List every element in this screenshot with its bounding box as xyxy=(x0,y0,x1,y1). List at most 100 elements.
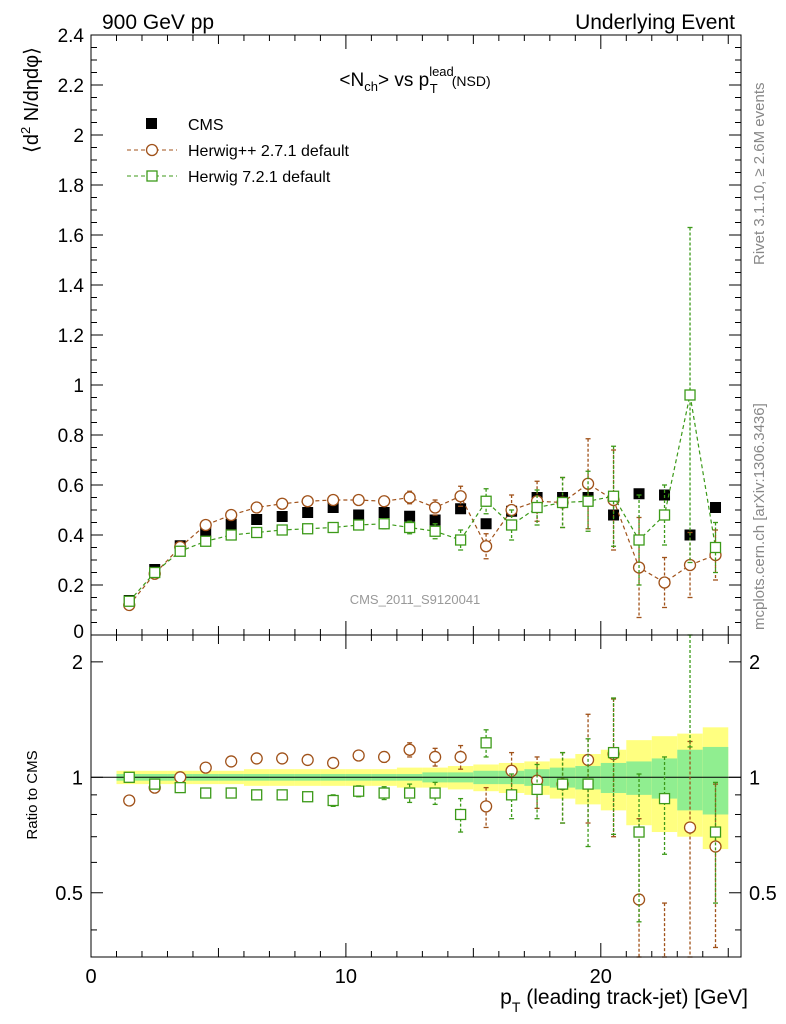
ratio-herwig-2-7-1-default-point xyxy=(174,771,187,784)
ratio-herwig-2-7-1-default-point xyxy=(276,752,289,765)
ratio-herwig-7-2-1-default-point xyxy=(174,781,186,794)
main-ytick-label: 0.6 xyxy=(58,476,84,497)
main-herwig-2-7-1-default-line xyxy=(128,483,716,606)
main-herwig-7-2-1-default-point xyxy=(352,519,365,531)
main-herwig-2-7-1-default-point xyxy=(250,501,263,514)
main-cms-point xyxy=(455,503,467,515)
main-cms-point xyxy=(302,507,314,518)
ratio-herwig-7-2-1-default-point xyxy=(480,737,492,749)
ratio-herwig-2-7-1-default-point xyxy=(123,794,136,807)
main-herwig-7-2-1-default-point xyxy=(505,519,518,531)
ratio-herwig-2-7-1-default-point xyxy=(683,821,697,834)
ratio-herwig-7-2-1-default-point xyxy=(200,787,212,799)
main-herwig-7-2-1-default-point xyxy=(556,496,569,509)
main-cms-point xyxy=(251,514,263,525)
ratio-xtick-label: 0 xyxy=(85,966,96,988)
main-herwig-7-2-1-default-point xyxy=(174,545,186,557)
ratio-herwig-7-2-1-default-point xyxy=(225,787,237,799)
main-herwig-7-2-1-default-point xyxy=(200,535,212,547)
ratio-ylabel: Ratio to CMS xyxy=(24,750,41,839)
ratio-band-stat xyxy=(677,749,703,811)
main-title: <Nch> vs plead T (NSD) xyxy=(339,64,490,96)
main-ytick-label: 0.2 xyxy=(58,576,84,597)
ratio-herwig-7-2-1-default-point xyxy=(607,746,620,759)
main-herwig-2-7-1-default-point xyxy=(199,518,212,532)
ratio-herwig-7-2-1-default-point xyxy=(429,787,441,799)
main-herwig-7-2-1-default-point xyxy=(276,524,288,536)
ratio-herwig-2-7-1-default-point xyxy=(377,750,391,764)
main-herwig-7-2-1-default-point xyxy=(531,501,543,514)
side-label-rivet: Rivet 3.1.10, ≥ 2.6M events xyxy=(751,83,768,266)
ratio-herwig-7-2-1-default-point xyxy=(505,789,518,801)
ratio-herwig-2-7-1-default-point xyxy=(709,840,722,853)
analysis-watermark: CMS_2011_S9120041 xyxy=(350,592,481,607)
main-ytick-label: 1.2 xyxy=(58,326,84,347)
main-herwig-2-7-1-default-point xyxy=(658,576,671,589)
ratio-herwig-7-2-1-default-point xyxy=(327,794,339,807)
ratio-herwig-2-7-1-default-point xyxy=(199,761,212,774)
main-cms-point xyxy=(327,502,339,513)
main-herwig-7-2-1-default-point xyxy=(378,518,390,530)
ratio-herwig-7-2-1-default-point xyxy=(123,771,135,783)
ratio-herwig-2-7-1-default-point xyxy=(403,743,416,756)
main-herwig-2-7-1-default-point xyxy=(683,558,697,572)
ratio-herwig-7-2-1-default-point xyxy=(658,792,671,805)
main-herwig-2-7-1-default-point xyxy=(454,490,467,503)
legend-label-herwigpp: Herwig++ 2.7.1 default xyxy=(188,143,350,160)
ratio-ytick-label-right: 2 xyxy=(749,652,760,674)
main-herwig-7-2-1-default-point xyxy=(403,521,416,534)
main-cms-point xyxy=(480,518,492,530)
main-cms-point xyxy=(633,488,645,500)
legend-marker-herwigpp xyxy=(145,143,159,157)
ratio-herwig-7-2-1-default-point xyxy=(556,778,569,790)
main-ytick-label: 0.4 xyxy=(58,526,85,547)
ratio-herwig-7-2-1-default-point xyxy=(378,787,390,799)
ratio-xtick-label: 20 xyxy=(590,966,612,988)
main-series-layer xyxy=(123,226,722,619)
ratio-frame xyxy=(90,634,742,958)
main-ytick-label: 1 xyxy=(73,376,84,397)
main-cms-point xyxy=(404,510,416,522)
x-axis-label: pT (leading track-jet) [GeV] xyxy=(500,986,748,1015)
main-herwig-7-2-1-default-point xyxy=(225,529,237,541)
main-herwig-7-2-1-default-point xyxy=(480,495,492,507)
ratio-herwig-2-7-1-default-point xyxy=(327,756,340,770)
main-herwig-2-7-1-default-point xyxy=(327,493,340,507)
header-right: Underlying Event xyxy=(575,11,735,34)
ratio-herwig-2-7-1-default-point xyxy=(225,755,238,768)
ratio-herwig-7-2-1-default-point xyxy=(633,826,645,838)
ratio-herwig-7-2-1-default-point xyxy=(709,826,722,838)
ratio-herwig-2-7-1-default-point xyxy=(428,750,442,764)
main-cms-point xyxy=(378,507,390,518)
ratio-herwig-7-2-1-default-point xyxy=(302,791,314,803)
ratio-ytick-label-right: 1 xyxy=(749,767,760,789)
ratio-herwig-2-7-1-default-point xyxy=(301,753,314,767)
ratio-ytick-label: 1 xyxy=(72,767,83,789)
ratio-herwig-7-2-1-default-point xyxy=(531,783,543,796)
header-left: 900 GeV pp xyxy=(102,11,214,34)
main-cms-point xyxy=(710,502,722,513)
main-herwig-7-2-1-default-point xyxy=(684,389,696,401)
legend-marker-herwig7 xyxy=(146,170,158,182)
main-herwig-2-7-1-default-point xyxy=(403,491,416,504)
ratio-ytick-label-right: 0.5 xyxy=(749,883,777,905)
main-herwig-7-2-1-default-point xyxy=(327,521,339,534)
ratio-herwig-2-7-1-default-point xyxy=(454,750,467,764)
main-herwig-2-7-1-default-point xyxy=(276,497,289,510)
legend-label-cms: CMS xyxy=(188,117,224,134)
legend-label-herwig7: Herwig 7.2.1 default xyxy=(188,169,331,186)
main-herwig-7-2-1-default-point xyxy=(251,526,263,539)
main-ylabel: ⟨d2 N/dηdφ⟩ xyxy=(18,47,43,153)
main-herwig-7-2-1-default-point xyxy=(123,595,135,607)
main-ytick-label: 2 xyxy=(73,126,84,147)
ratio-series-layer xyxy=(123,634,722,958)
ratio-herwig-2-7-1-default-point xyxy=(250,752,263,765)
ratio-xtick-label: 10 xyxy=(335,966,357,988)
main-herwig-2-7-1-default-point xyxy=(301,495,314,508)
main-herwig-7-2-1-default-point xyxy=(658,509,671,521)
main-ytick-label: 0 xyxy=(73,622,84,643)
main-herwig-7-2-1-default-point xyxy=(149,566,161,579)
main-herwig-2-7-1-default-point xyxy=(479,540,493,553)
main-herwig-2-7-1-default-point xyxy=(352,493,365,507)
main-cms-point xyxy=(200,526,212,538)
